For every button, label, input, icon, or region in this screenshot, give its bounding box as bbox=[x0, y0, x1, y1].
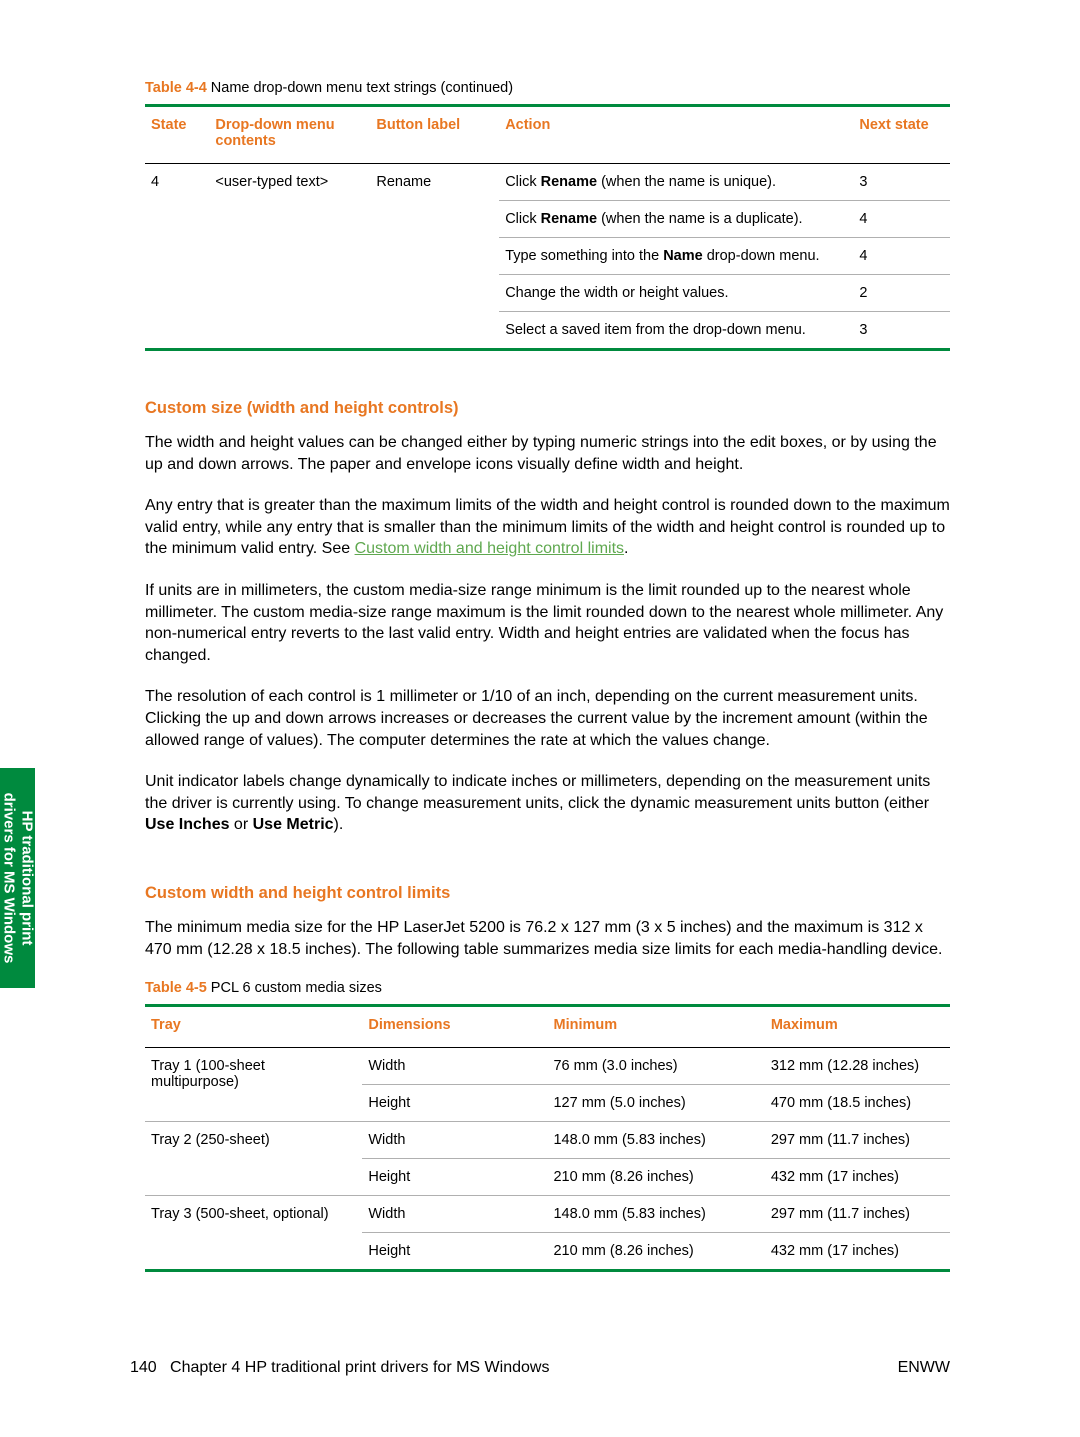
cell-next: 4 bbox=[853, 201, 950, 238]
cell-min: 148.0 mm (5.83 inches) bbox=[547, 1122, 764, 1159]
table-4-4-caption-text: Name drop-down menu text strings (contin… bbox=[207, 80, 513, 96]
table-4-4-caption: Table 4-4 Name drop-down menu text strin… bbox=[145, 80, 950, 96]
cell-max: 432 mm (17 inches) bbox=[765, 1233, 950, 1271]
side-tab-line2: drivers for MS Windows bbox=[1, 793, 18, 964]
cell-action: Select a saved item from the drop-down m… bbox=[499, 312, 853, 350]
cell-dim: Height bbox=[362, 1085, 547, 1122]
table-4-5-caption-text: PCL 6 custom media sizes bbox=[207, 980, 382, 996]
th-ddcontents: Drop-down menu contents bbox=[209, 106, 370, 164]
cell-max: 297 mm (11.7 inches) bbox=[765, 1196, 950, 1233]
para: The resolution of each control is 1 mill… bbox=[145, 686, 950, 751]
side-tab: HP traditional print drivers for MS Wind… bbox=[0, 768, 35, 988]
cell-min: 148.0 mm (5.83 inches) bbox=[547, 1196, 764, 1233]
table-row: Tray 1 (100-sheet multipurpose) Width 76… bbox=[145, 1048, 950, 1085]
cell-max: 297 mm (11.7 inches) bbox=[765, 1122, 950, 1159]
cell-min: 210 mm (8.26 inches) bbox=[547, 1159, 764, 1196]
cell-dim: Height bbox=[362, 1233, 547, 1271]
cell-tray: Tray 2 (250-sheet) bbox=[145, 1122, 362, 1196]
cell-next: 3 bbox=[853, 312, 950, 350]
cell-btnlabel: Rename bbox=[370, 164, 499, 350]
th-max: Maximum bbox=[765, 1006, 950, 1048]
table-4-4-header-row: State Drop-down menu contents Button lab… bbox=[145, 106, 950, 164]
cell-action: Click Rename (when the name is a duplica… bbox=[499, 201, 853, 238]
th-btnlabel: Button label bbox=[370, 106, 499, 164]
page-content: Table 4-4 Name drop-down menu text strin… bbox=[0, 0, 1080, 1272]
cell-max: 470 mm (18.5 inches) bbox=[765, 1085, 950, 1122]
th-min: Minimum bbox=[547, 1006, 764, 1048]
cell-min: 127 mm (5.0 inches) bbox=[547, 1085, 764, 1122]
th-state: State bbox=[145, 106, 209, 164]
cell-dim: Width bbox=[362, 1122, 547, 1159]
para: The minimum media size for the HP LaserJ… bbox=[145, 917, 950, 960]
th-tray: Tray bbox=[145, 1006, 362, 1048]
link-custom-limits[interactable]: Custom width and height control limits bbox=[355, 540, 624, 557]
cell-dim: Height bbox=[362, 1159, 547, 1196]
cell-ddcontents: <user-typed text> bbox=[209, 164, 370, 350]
cell-tray: Tray 1 (100-sheet multipurpose) bbox=[145, 1048, 362, 1122]
cell-min: 76 mm (3.0 inches) bbox=[547, 1048, 764, 1085]
cell-next: 4 bbox=[853, 238, 950, 275]
table-4-5-label: Table 4-5 bbox=[145, 980, 207, 996]
table-row: 4 <user-typed text> Rename Click Rename … bbox=[145, 164, 950, 201]
cell-min: 210 mm (8.26 inches) bbox=[547, 1233, 764, 1271]
table-4-5: Tray Dimensions Minimum Maximum Tray 1 (… bbox=[145, 1004, 950, 1272]
heading-custom-size: Custom size (width and height controls) bbox=[145, 399, 950, 418]
th-dim: Dimensions bbox=[362, 1006, 547, 1048]
cell-action: Type something into the Name drop-down m… bbox=[499, 238, 853, 275]
page-number: 140 bbox=[130, 1359, 157, 1376]
table-row: Tray 3 (500-sheet, optional) Width 148.0… bbox=[145, 1196, 950, 1233]
table-4-5-caption: Table 4-5 PCL 6 custom media sizes bbox=[145, 980, 950, 996]
cell-next: 2 bbox=[853, 275, 950, 312]
para: If units are in millimeters, the custom … bbox=[145, 580, 950, 666]
cell-dim: Width bbox=[362, 1048, 547, 1085]
para: The width and height values can be chang… bbox=[145, 432, 950, 475]
th-nextstate: Next state bbox=[853, 106, 950, 164]
side-tab-line1: HP traditional print bbox=[19, 811, 36, 946]
cell-max: 432 mm (17 inches) bbox=[765, 1159, 950, 1196]
cell-next: 3 bbox=[853, 164, 950, 201]
para: Unit indicator labels change dynamically… bbox=[145, 771, 950, 836]
cell-tray: Tray 3 (500-sheet, optional) bbox=[145, 1196, 362, 1271]
cell-state: 4 bbox=[145, 164, 209, 350]
table-4-4: State Drop-down menu contents Button lab… bbox=[145, 104, 950, 351]
cell-dim: Width bbox=[362, 1196, 547, 1233]
page-footer: 140 Chapter 4 HP traditional print drive… bbox=[130, 1359, 950, 1377]
table-row: Tray 2 (250-sheet) Width 148.0 mm (5.83 … bbox=[145, 1122, 950, 1159]
footer-right: ENWW bbox=[898, 1359, 950, 1377]
cell-action: Change the width or height values. bbox=[499, 275, 853, 312]
table-4-4-label: Table 4-4 bbox=[145, 80, 207, 96]
table-4-5-header-row: Tray Dimensions Minimum Maximum bbox=[145, 1006, 950, 1048]
cell-action: Click Rename (when the name is unique). bbox=[499, 164, 853, 201]
chapter-title: Chapter 4 HP traditional print drivers f… bbox=[170, 1359, 549, 1376]
th-action: Action bbox=[499, 106, 853, 164]
cell-max: 312 mm (12.28 inches) bbox=[765, 1048, 950, 1085]
heading-custom-limits: Custom width and height control limits bbox=[145, 884, 950, 903]
para: Any entry that is greater than the maxim… bbox=[145, 495, 950, 560]
